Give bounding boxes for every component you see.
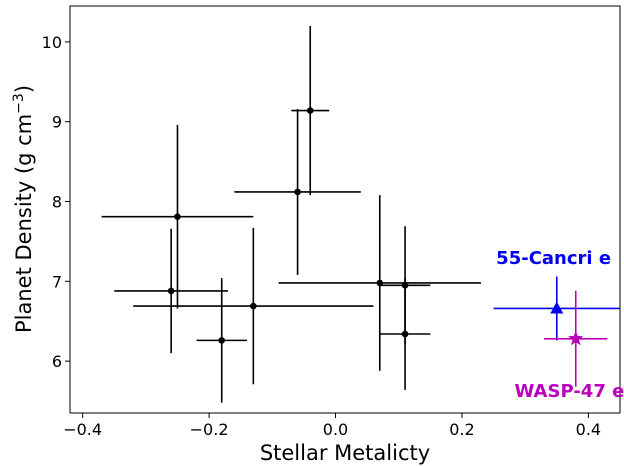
- circle-marker: [167, 287, 175, 295]
- y-tick-label: 9: [52, 113, 62, 132]
- y-axis-label-close: ): [12, 85, 36, 93]
- x-axis-ticks: −0.4 −0.2 0.0 0.2 0.4: [63, 413, 601, 439]
- data-point: [114, 228, 229, 354]
- circle-marker: [174, 213, 181, 220]
- x-tick-label: 0.4: [576, 420, 601, 439]
- annotations: 55-Cancri e WASP-47 e: [496, 248, 624, 402]
- data-point: [379, 278, 431, 390]
- y-axis-label-main: Planet Density (g cm: [12, 114, 36, 333]
- data-point: [196, 278, 248, 403]
- data-point: [544, 290, 608, 387]
- data-point: [234, 108, 361, 275]
- y-axis-label: Planet Density (g cm−3): [11, 85, 36, 333]
- star-marker: [568, 330, 584, 346]
- data-point: [291, 25, 330, 196]
- circle-marker: [250, 302, 257, 310]
- y-tick-label: 8: [52, 193, 62, 212]
- data-point: [278, 195, 481, 371]
- y-tick-label: 6: [52, 352, 62, 371]
- point-annotation: WASP-47 e: [515, 381, 624, 402]
- circle-marker: [306, 107, 314, 114]
- circle-marker: [294, 188, 301, 196]
- data-point: [493, 276, 620, 341]
- data-points: [101, 25, 620, 403]
- point-annotation: 55-Cancri e: [496, 248, 611, 269]
- y-tick-label: 7: [52, 272, 62, 291]
- x-tick-label: 0.0: [323, 420, 348, 439]
- y-tick-label: 10: [42, 33, 62, 52]
- data-point: [133, 227, 374, 385]
- y-axis-label-sup: −3: [11, 93, 27, 114]
- circle-marker: [401, 330, 409, 338]
- y-axis-ticks: 6 7 8 9 10: [42, 33, 70, 371]
- circle-marker: [218, 337, 226, 344]
- triangle-marker: [550, 301, 564, 314]
- plot-frame: [69, 5, 621, 414]
- x-tick-label: −0.2: [190, 420, 229, 439]
- data-point: [101, 124, 254, 309]
- x-tick-label: 0.2: [449, 420, 474, 439]
- x-axis-label: Stellar Metalicty: [260, 441, 430, 465]
- x-tick-label: −0.4: [63, 420, 102, 439]
